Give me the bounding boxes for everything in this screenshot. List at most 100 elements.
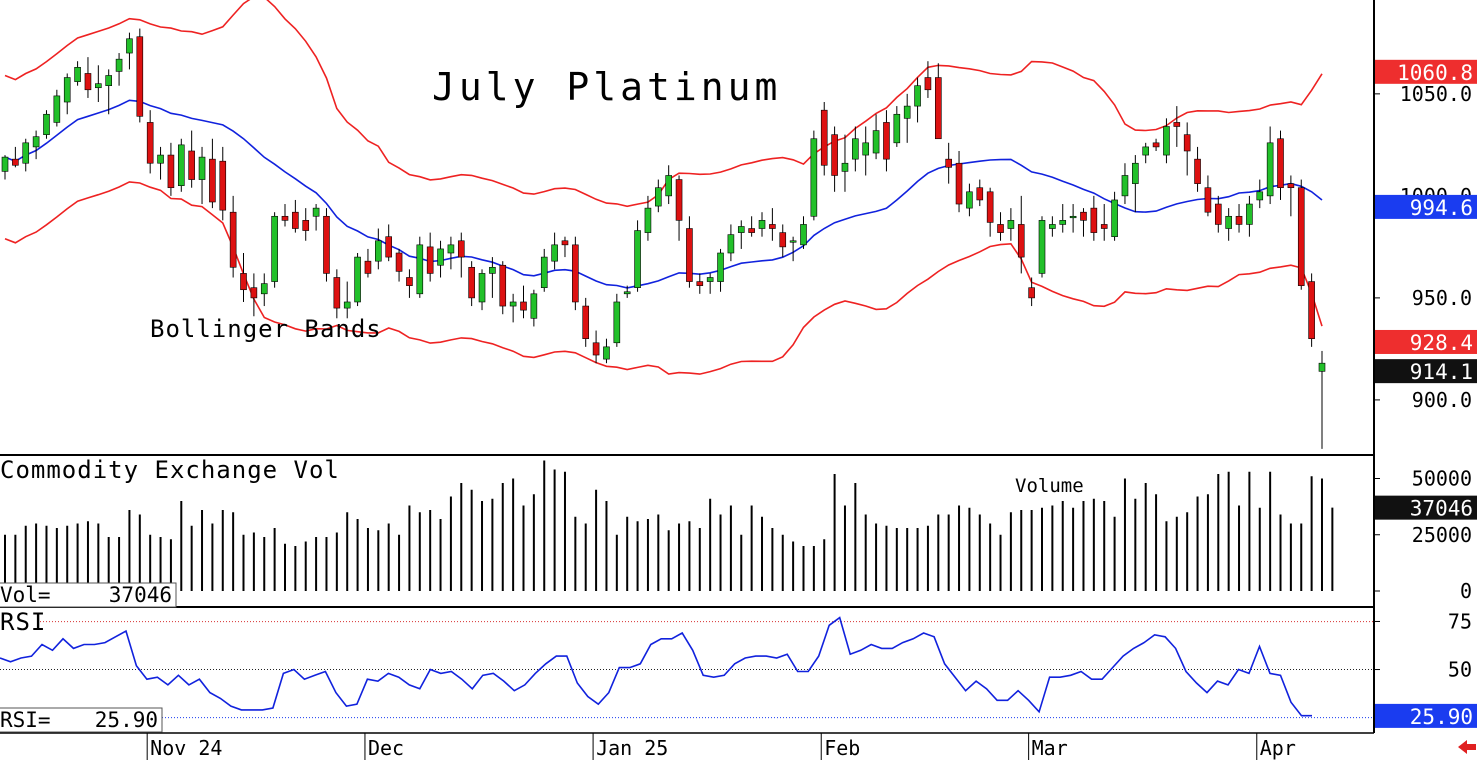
- volume-tick-label: 0: [1460, 579, 1472, 603]
- candle-body: [375, 240, 382, 262]
- candlestick: [1142, 142, 1149, 164]
- candle-body: [167, 154, 175, 189]
- month-label: Nov 24: [150, 736, 222, 760]
- candlestick: [260, 273, 268, 307]
- candle-body: [1100, 224, 1108, 229]
- candle-body: [250, 287, 258, 299]
- candle-body: [1049, 224, 1056, 229]
- candle-body: [613, 301, 621, 344]
- candle-body: [551, 244, 558, 262]
- candlestick: [219, 146, 227, 221]
- candle-body: [966, 191, 973, 209]
- upper-band-tag-box: [1375, 59, 1477, 84]
- candle-body: [945, 158, 952, 168]
- candle-body: [644, 207, 652, 233]
- candlestick: [53, 89, 61, 127]
- last-price-tag-value: 914.1: [1410, 360, 1473, 384]
- candlestick: [966, 183, 973, 217]
- candlestick: [395, 248, 403, 282]
- candle-body: [157, 154, 164, 164]
- candlestick: [250, 273, 258, 317]
- candlestick: [447, 236, 455, 270]
- candlestick: [499, 261, 507, 315]
- candlestick: [375, 228, 382, 270]
- candlestick: [115, 53, 123, 86]
- middle-band-tag-box: [1375, 194, 1477, 219]
- candle-body: [32, 136, 40, 148]
- candle-body: [240, 273, 247, 291]
- candle-body: [914, 85, 921, 107]
- candle-body: [509, 301, 517, 307]
- candlestick: [592, 330, 600, 364]
- candlestick: [789, 236, 797, 262]
- candle-body: [655, 187, 662, 207]
- candle-body: [820, 109, 828, 166]
- candle-body: [209, 158, 216, 203]
- candlestick: [706, 273, 714, 294]
- candle-body: [333, 277, 341, 309]
- candle-body: [789, 240, 797, 243]
- rsi-line: [0, 616, 1312, 717]
- candlestick: [489, 257, 496, 298]
- rsi-readout-label: RSI=: [0, 708, 51, 732]
- candlestick: [623, 285, 631, 298]
- candlestick: [43, 110, 50, 139]
- candlestick: [1038, 216, 1046, 278]
- candlestick: [955, 150, 963, 213]
- candle-body: [1246, 203, 1253, 225]
- candlestick: [644, 195, 652, 241]
- price-panel: [1, 0, 1326, 449]
- candle-body: [136, 36, 144, 117]
- candlestick: [540, 248, 548, 292]
- candle-body: [1194, 158, 1201, 184]
- candle-body: [706, 277, 714, 282]
- candlestick: [841, 134, 849, 192]
- candlestick: [416, 236, 424, 298]
- candlestick: [976, 179, 984, 207]
- candle-body: [1235, 215, 1243, 225]
- candle-body: [1, 156, 9, 172]
- candlestick: [95, 65, 102, 103]
- candlestick: [1121, 163, 1129, 205]
- candle-body: [426, 246, 434, 274]
- candle-body: [893, 113, 901, 144]
- candle-body: [934, 77, 942, 140]
- candlestick: [1132, 155, 1139, 213]
- candlestick: [12, 146, 19, 168]
- right-axis: 900.0950.01000.01050.0025000500005075106…: [1374, 59, 1477, 729]
- candle-body: [1256, 191, 1264, 201]
- candle-body: [1266, 142, 1274, 197]
- candlestick: [1266, 126, 1274, 205]
- candle-body: [364, 260, 372, 274]
- candlestick: [1090, 195, 1098, 241]
- candlestick: [209, 138, 216, 209]
- candle-body: [1183, 134, 1191, 152]
- candlestick: [1017, 195, 1025, 274]
- candlestick: [478, 269, 486, 311]
- candle-body: [395, 252, 403, 272]
- candlestick: [1235, 204, 1243, 233]
- candlestick: [437, 240, 444, 278]
- candle-body: [489, 266, 496, 274]
- candle-body: [468, 266, 475, 299]
- candlestick: [1100, 204, 1108, 241]
- candle-body: [1007, 220, 1015, 229]
- candle-body: [592, 342, 600, 356]
- bollinger-label: Bollinger Bands: [150, 315, 382, 343]
- candlestick: [675, 175, 683, 241]
- volume-tag-box: [1375, 495, 1477, 520]
- candle-body: [758, 220, 766, 229]
- volume-series-label: Volume: [1015, 475, 1084, 497]
- volume-tick-label: 50000: [1412, 467, 1472, 491]
- candle-body: [1090, 207, 1098, 233]
- rsi-tag-box: [1375, 703, 1477, 728]
- candlestick: [1256, 179, 1264, 209]
- candlestick: [1163, 118, 1170, 164]
- left-arrow-icon[interactable]: [1458, 740, 1476, 754]
- candle-body: [634, 230, 641, 288]
- candlestick: [1173, 106, 1181, 147]
- volume-tag: 37046: [1375, 495, 1477, 521]
- candlestick: [997, 212, 1004, 241]
- candlestick: [1059, 204, 1067, 233]
- candlestick: [146, 110, 154, 174]
